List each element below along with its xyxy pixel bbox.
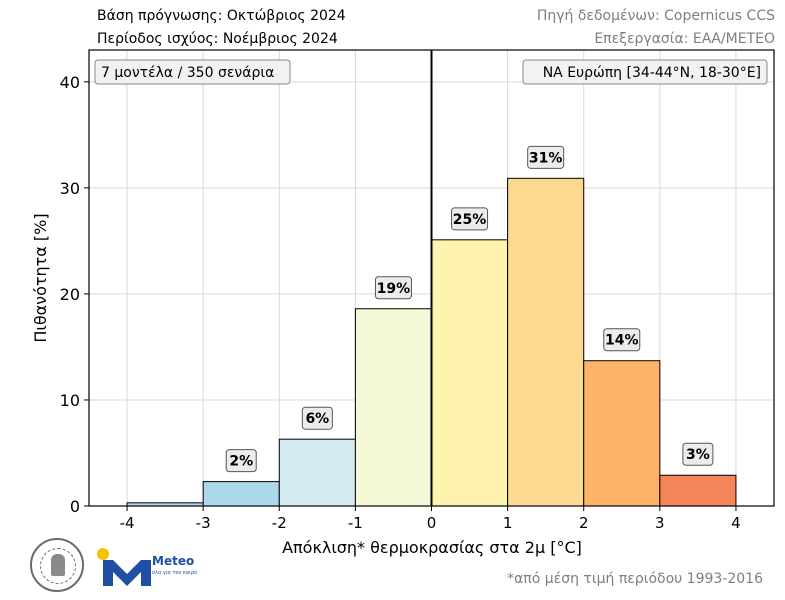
data-label-box-5	[527, 145, 565, 169]
bar-6	[583, 360, 661, 507]
header-right: Πηγή δεδομένων: Copernicus CCS Επεξεργασ…	[537, 7, 775, 53]
meteo-tagline-text: όλα για τον καιρό	[152, 570, 198, 576]
annotation-right: ΝΑ Ευρώπη [34-44°N, 18-30°E]	[543, 65, 761, 81]
x-tick-label: 1	[503, 514, 513, 532]
y-tick-label: 30	[60, 179, 80, 198]
y-tick-label: 40	[60, 73, 80, 92]
observatory-seal-icon	[30, 538, 84, 592]
data-label-5: 31%	[529, 150, 563, 166]
annotation-left-box: 7 μοντέλα / 350 σενάρια	[94, 59, 291, 85]
y-axis-label: Πιθανότητα [%]	[31, 213, 50, 342]
annotation-left: 7 μοντέλα / 350 σενάρια	[101, 65, 274, 81]
y-tick-label: 20	[60, 285, 80, 304]
data-label-2: 6%	[305, 411, 329, 427]
x-tick-label: -4	[120, 514, 135, 532]
validity-period-text: Περίοδος ισχύος: Νοέμβριος 2024	[97, 31, 338, 47]
data-label-box-6	[603, 328, 641, 352]
bars-layer	[126, 177, 737, 507]
logos: Meteo όλα για τον καιρό	[30, 538, 200, 594]
x-tick-label: 4	[731, 514, 741, 532]
x-tick-label: -1	[348, 514, 363, 532]
data-label-7: 3%	[686, 447, 710, 463]
bar-1	[202, 481, 280, 507]
data-label-box-7	[682, 442, 714, 466]
data-label-4: 25%	[453, 212, 487, 228]
x-tick-label: 3	[655, 514, 665, 532]
processing-text: Επεξεργασία: ΕΑΑ/METEO	[594, 31, 775, 47]
data-label-6: 14%	[605, 333, 639, 349]
data-label-box-4	[451, 207, 489, 231]
footnote: *από μέση τιμή περιόδου 1993-2016	[507, 571, 763, 587]
bar-3	[354, 308, 432, 507]
y-tick-label: 10	[60, 391, 80, 410]
data-source-text: Πηγή δεδομένων: Copernicus CCS	[536, 8, 775, 24]
annotation-right-box: ΝΑ Ευρώπη [34-44°N, 18-30°E]	[522, 59, 768, 85]
sun-icon	[97, 548, 109, 560]
bar-5	[507, 177, 585, 507]
x-tick-label: -3	[196, 514, 211, 532]
y-tick-label: 0	[70, 497, 80, 516]
x-tick-label: -2	[272, 514, 287, 532]
data-label-3: 19%	[377, 281, 411, 297]
forecast-base-text: Βάση πρόγνωσης: Οκτώβριος 2024	[97, 8, 346, 24]
data-label-1: 2%	[229, 454, 253, 470]
bar-7	[659, 474, 737, 507]
header-left: Βάση πρόγνωσης: Οκτώβριος 2024 Περίοδος …	[97, 7, 346, 53]
data-label-box-2	[301, 406, 333, 430]
bar-4	[431, 239, 509, 507]
x-tick-label: 0	[427, 514, 437, 532]
meteo-brand-text: Meteo	[152, 554, 195, 568]
data-label-box-3	[374, 276, 412, 300]
x-tick-label: 2	[579, 514, 589, 532]
bar-2	[278, 438, 356, 507]
data-label-box-1	[225, 449, 257, 473]
data-labels-layer: 2% 6% 19% 25% 31% 14% 3%	[225, 145, 714, 473]
meteo-m-logo-icon	[103, 560, 151, 586]
x-axis-label: Απόκλιση* θερμοκρασίας στα 2μ [°C]	[282, 538, 582, 557]
